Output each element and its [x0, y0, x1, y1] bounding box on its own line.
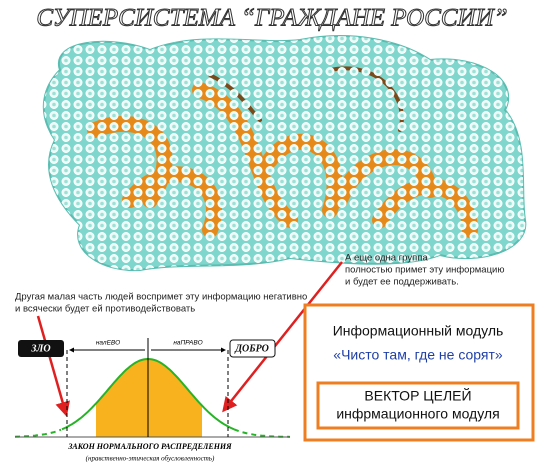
note-line: А еще одна группа — [345, 253, 428, 264]
caption: ЗАКОН НОРМАЛЬНОГО РАСПРЕДЕЛЕНИЯ — [67, 442, 232, 451]
module-title: Информационный модуль — [333, 323, 504, 339]
right-label: наПРАВО — [173, 340, 202, 347]
reject-note: Другая малая часть людей воспримет эту и… — [15, 292, 307, 315]
accept-note: А еще одна группа полностью примет эту и… — [345, 253, 504, 288]
module-slogan: «Чисто там, где не сорят» — [333, 347, 503, 363]
note-line: и будет ее поддерживать. — [345, 277, 459, 288]
evil-label: ЗЛО — [30, 343, 50, 354]
arrow — [222, 261, 343, 413]
note-line: и всячески будет ей противодействовать — [15, 304, 195, 315]
title: СУПЕРСИСТЕМА “ГРАЖДАНЕ РОССИИ” — [36, 5, 507, 32]
left-label: налЕВО — [96, 340, 120, 347]
vector-line: ВЕКТОР ЦЕЛЕЙ — [364, 387, 471, 404]
bell-curve — [14, 338, 291, 438]
supersystem — [42, 35, 527, 272]
note-line: Другая малая часть людей воспримет эту и… — [15, 292, 307, 303]
subcaption: (нравственно-этическая обусловленность) — [86, 455, 215, 463]
good-label: ДОБРО — [234, 343, 269, 354]
module-box — [303, 303, 535, 442]
arrow — [36, 315, 70, 417]
vector-line: инфрмационного модуля — [336, 406, 499, 422]
note-line: полностью примет эту информацию — [345, 265, 504, 276]
